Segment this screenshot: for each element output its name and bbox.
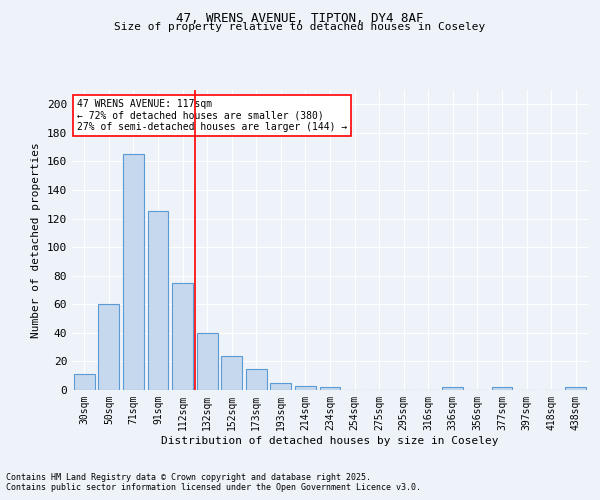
Text: Contains public sector information licensed under the Open Government Licence v3: Contains public sector information licen…	[6, 484, 421, 492]
Text: 47 WRENS AVENUE: 117sqm
← 72% of detached houses are smaller (380)
27% of semi-d: 47 WRENS AVENUE: 117sqm ← 72% of detache…	[77, 99, 347, 132]
Text: Size of property relative to detached houses in Coseley: Size of property relative to detached ho…	[115, 22, 485, 32]
Bar	[320, 387, 340, 390]
Bar	[74, 374, 95, 390]
Bar	[172, 283, 193, 390]
Bar	[491, 387, 512, 390]
Bar	[148, 212, 169, 390]
Bar	[565, 387, 586, 390]
Bar	[295, 386, 316, 390]
Bar	[221, 356, 242, 390]
Bar	[98, 304, 119, 390]
Text: Contains HM Land Registry data © Crown copyright and database right 2025.: Contains HM Land Registry data © Crown c…	[6, 474, 371, 482]
Y-axis label: Number of detached properties: Number of detached properties	[31, 142, 41, 338]
Bar	[442, 387, 463, 390]
Bar	[123, 154, 144, 390]
X-axis label: Distribution of detached houses by size in Coseley: Distribution of detached houses by size …	[161, 436, 499, 446]
Bar	[197, 333, 218, 390]
Bar	[271, 383, 292, 390]
Text: 47, WRENS AVENUE, TIPTON, DY4 8AF: 47, WRENS AVENUE, TIPTON, DY4 8AF	[176, 12, 424, 26]
Bar	[246, 368, 267, 390]
